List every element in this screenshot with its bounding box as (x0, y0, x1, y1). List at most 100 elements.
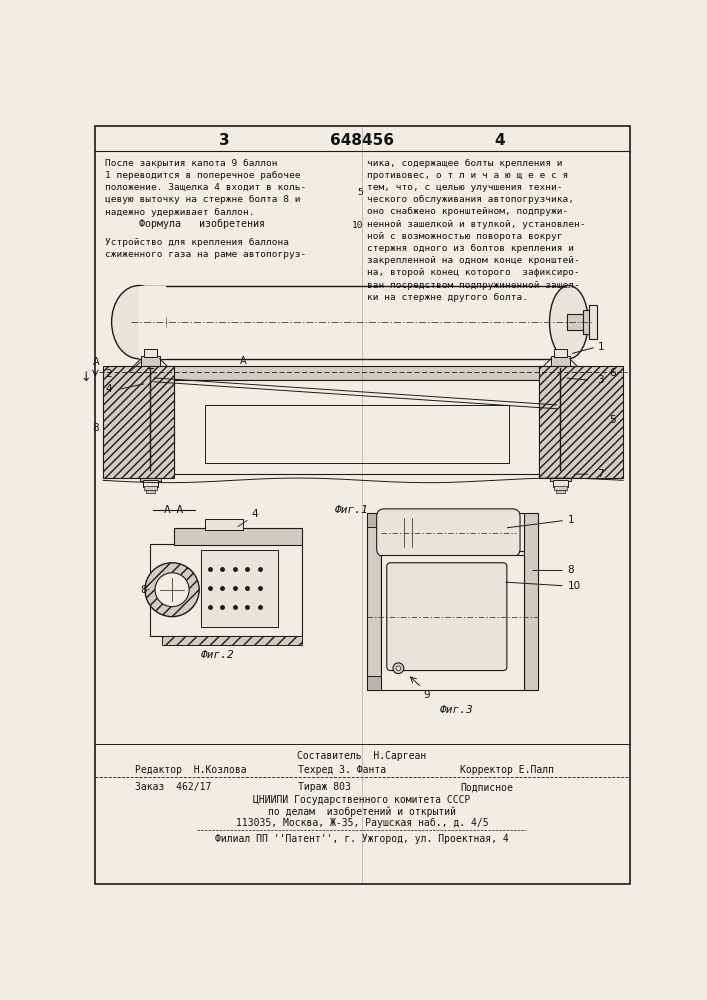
Text: 4: 4 (105, 384, 112, 394)
Bar (539, 368, 621, 379)
Text: по делам  изобретений и открытий: по делам изобретений и открытий (268, 807, 456, 817)
Text: 5: 5 (358, 188, 363, 197)
Bar (105, 368, 172, 379)
Text: 8: 8 (140, 585, 146, 595)
Text: 4: 4 (251, 509, 258, 519)
Text: 1: 1 (597, 342, 604, 352)
Text: 3: 3 (218, 133, 229, 148)
Bar (554, 349, 566, 357)
Text: ↓: ↓ (81, 371, 91, 384)
Text: 10: 10 (567, 581, 580, 591)
Bar (147, 435, 153, 440)
Ellipse shape (549, 286, 588, 359)
Bar (143, 480, 158, 487)
Bar (554, 486, 566, 490)
Bar (147, 428, 153, 433)
Ellipse shape (393, 663, 404, 674)
Bar (174, 380, 539, 474)
Bar (556, 385, 564, 389)
Text: А: А (93, 357, 100, 367)
Bar (139, 472, 161, 481)
Bar (556, 390, 564, 394)
Text: Техред З. Фанта: Техред З. Фанта (298, 765, 386, 775)
Bar (589, 305, 597, 339)
Text: Формула   изобретения: Формула изобретения (139, 219, 264, 229)
Bar (204, 405, 509, 463)
Bar (556, 396, 564, 400)
Text: А: А (240, 356, 247, 366)
Bar (567, 314, 585, 330)
Text: 3: 3 (597, 375, 604, 385)
Text: чика, содержащее болты крепления и
противовес, о т л и ч а ю щ е е с я
тем, что,: чика, содержащее болты крепления и проти… (368, 158, 586, 302)
Bar (368, 513, 381, 527)
Bar (556, 490, 565, 493)
Ellipse shape (155, 573, 189, 607)
Bar (551, 356, 570, 368)
Text: Подписное: Подписное (460, 782, 513, 792)
Bar (201, 550, 279, 627)
Bar (368, 513, 381, 690)
Bar (549, 472, 571, 481)
Bar (151, 544, 301, 636)
Text: 113035, Москва, Ж-35, Раушская наб., д. 4/5: 113035, Москва, Ж-35, Раушская наб., д. … (235, 818, 489, 828)
FancyBboxPatch shape (387, 563, 507, 671)
Text: Редактор  Н.Козлова: Редактор Н.Козлова (135, 765, 247, 775)
Bar (381, 555, 524, 690)
Text: 4: 4 (493, 133, 504, 148)
Bar (139, 286, 166, 359)
Bar (141, 356, 160, 368)
Bar (103, 366, 174, 478)
Text: 10: 10 (352, 221, 363, 230)
Text: 648456: 648456 (330, 133, 394, 148)
Bar (144, 486, 156, 490)
Ellipse shape (396, 666, 401, 671)
Text: А-А: А-А (163, 505, 184, 515)
Text: 5: 5 (609, 415, 616, 425)
Text: Фиг.1: Фиг.1 (335, 505, 369, 515)
Bar (147, 393, 153, 398)
Text: Заказ  462/17: Заказ 462/17 (135, 782, 211, 792)
Bar (556, 369, 564, 373)
Text: 9: 9 (423, 690, 430, 700)
Bar (166, 366, 556, 380)
Text: Фиг.3: Фиг.3 (440, 705, 474, 715)
Text: Корректор Е.Палп: Корректор Е.Палп (460, 765, 554, 775)
FancyBboxPatch shape (377, 509, 520, 557)
Bar (174, 528, 301, 545)
Bar (556, 374, 564, 378)
Text: Фиг.2: Фиг.2 (201, 650, 235, 660)
Bar (147, 400, 153, 405)
Text: 8: 8 (567, 565, 574, 575)
Text: ЦНИИПИ Государственного комитета СССР: ЦНИИПИ Государственного комитета СССР (253, 795, 471, 805)
Bar (368, 676, 381, 690)
Text: После закрытия капота 9 баллон
1 переводится в поперечное рабочее
положение. Защ: После закрытия капота 9 баллон 1 перевод… (105, 158, 307, 217)
Bar (556, 401, 564, 405)
Text: Устройство для крепления баллона
сжиженного газа на раме автопогруз-: Устройство для крепления баллона сжиженн… (105, 238, 307, 259)
Text: Тираж 803: Тираж 803 (298, 782, 351, 792)
Ellipse shape (112, 286, 166, 359)
Text: Филиал ПП ''Патент'', г. Ужгород, ул. Проектная, 4: Филиал ПП ''Патент'', г. Ужгород, ул. Пр… (215, 834, 509, 844)
Text: 8: 8 (93, 423, 99, 433)
Bar (553, 480, 568, 487)
Bar (147, 421, 153, 426)
Bar (539, 366, 623, 478)
Bar (147, 407, 153, 412)
Text: 2: 2 (105, 369, 112, 379)
Bar (144, 349, 156, 357)
Bar (147, 442, 153, 446)
Bar (139, 286, 569, 359)
Bar (146, 490, 155, 493)
Text: Составитель  Н.Саргеан: Составитель Н.Саргеан (298, 751, 426, 761)
Text: 6: 6 (609, 368, 616, 378)
Ellipse shape (145, 563, 199, 617)
Bar (162, 636, 301, 645)
Bar (368, 676, 381, 690)
Bar (147, 414, 153, 419)
Bar (524, 513, 538, 690)
Text: 1: 1 (567, 515, 574, 525)
Bar (381, 513, 524, 551)
Bar (556, 379, 564, 383)
Bar (583, 310, 592, 334)
Text: 7: 7 (597, 469, 604, 479)
Bar (204, 519, 243, 530)
